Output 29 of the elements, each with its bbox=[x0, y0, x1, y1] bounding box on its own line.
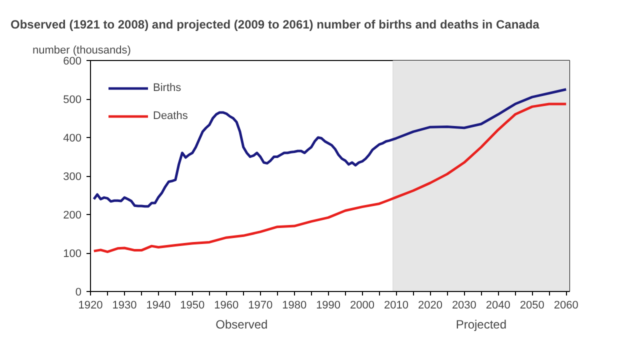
x-tick-label: 1960 bbox=[214, 300, 239, 312]
x-tick-label: 1940 bbox=[146, 300, 171, 312]
chart-title: Observed (1921 to 2008) and projected (2009 to 2061) number of births and deaths in Canada bbox=[10, 18, 540, 32]
x-tick-label: 1930 bbox=[112, 300, 137, 312]
y-axis-title: number (thousands) bbox=[32, 44, 131, 56]
x-tick-label: 1980 bbox=[282, 300, 307, 312]
x-tick-label: 2020 bbox=[418, 300, 442, 312]
y-tick-label: 400 bbox=[63, 132, 82, 144]
y-tick-label: 300 bbox=[63, 171, 82, 183]
y-tick-label: 500 bbox=[63, 94, 82, 106]
text: Observed bbox=[216, 318, 268, 332]
x-tick-label: 2060 bbox=[554, 300, 578, 312]
y-tick-label: 100 bbox=[63, 248, 82, 260]
legend-label: Births bbox=[153, 82, 182, 94]
x-tick-label: 1990 bbox=[316, 300, 341, 312]
y-tick-label: 600 bbox=[63, 56, 82, 68]
x-tick-label: 2010 bbox=[384, 300, 408, 312]
legend-label: Deaths bbox=[153, 110, 188, 122]
x-tick-label: 1950 bbox=[180, 300, 205, 312]
line-series bbox=[92, 102, 568, 254]
x-tick-label: 1920 bbox=[78, 300, 103, 312]
x-tick-label: 2040 bbox=[486, 300, 510, 312]
x-tick-label: 2050 bbox=[520, 300, 544, 312]
y-tick-label: 0 bbox=[75, 286, 82, 298]
x-tick-label: 2000 bbox=[350, 300, 375, 312]
band-label: Projected bbox=[456, 318, 507, 332]
x-tick-label: 1970 bbox=[248, 300, 273, 312]
y-tick-label: 200 bbox=[63, 210, 82, 222]
x-tick-label: 2030 bbox=[452, 300, 476, 312]
